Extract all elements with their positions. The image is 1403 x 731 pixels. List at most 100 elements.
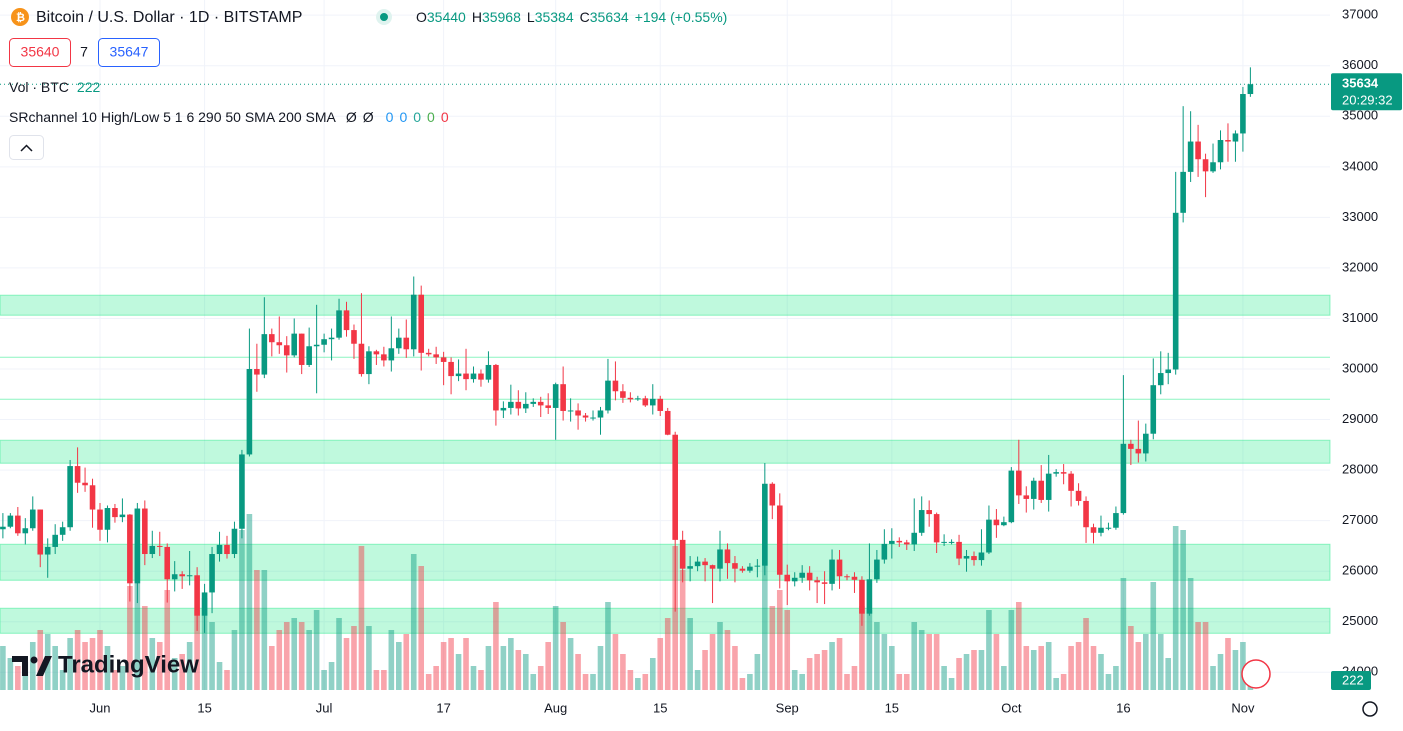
indicator-value: 0 bbox=[386, 109, 394, 125]
candle-body bbox=[1016, 470, 1022, 496]
candle-body bbox=[918, 510, 925, 533]
candle-body bbox=[381, 354, 387, 361]
candle-body bbox=[0, 526, 6, 530]
price-axis: 2400025000260002700028000290003000031000… bbox=[0, 7, 1402, 690]
candle-body bbox=[1225, 140, 1231, 142]
volume-bar bbox=[1240, 642, 1246, 690]
settings-icon[interactable] bbox=[1362, 701, 1378, 717]
sr-zone bbox=[0, 543, 1331, 581]
sr-zone bbox=[0, 439, 1331, 464]
candle-body bbox=[15, 515, 21, 534]
flag-icon[interactable] bbox=[1241, 659, 1271, 689]
volume-bar bbox=[747, 674, 753, 690]
candle-body bbox=[142, 508, 148, 555]
volume-bar bbox=[440, 642, 447, 690]
logo-text: TradingView bbox=[58, 651, 199, 678]
candle-body bbox=[664, 410, 671, 435]
buy-button[interactable] bbox=[98, 38, 160, 67]
candle-body bbox=[866, 579, 873, 614]
volume-bar bbox=[694, 670, 701, 690]
volume-bar bbox=[1225, 638, 1231, 690]
volume-bar bbox=[889, 646, 895, 690]
volume-bar bbox=[194, 610, 200, 690]
candle-body bbox=[627, 397, 634, 400]
volume-bar bbox=[254, 570, 260, 690]
volume-bar bbox=[993, 634, 1000, 690]
logo-mark bbox=[12, 656, 28, 676]
volume-bar bbox=[971, 650, 977, 690]
volume-bar bbox=[702, 650, 708, 690]
candle-body bbox=[821, 582, 828, 584]
volume-bar bbox=[74, 630, 81, 690]
sell-button[interactable] bbox=[9, 38, 71, 67]
sr-zone bbox=[0, 607, 1331, 634]
volume-bar bbox=[1187, 578, 1194, 690]
volume-bar bbox=[15, 666, 21, 690]
volume-bar bbox=[1165, 658, 1172, 690]
volume-bar bbox=[328, 662, 335, 690]
x-tick-label: 15 bbox=[653, 700, 667, 715]
volume-bar bbox=[649, 658, 656, 690]
candle-body bbox=[806, 572, 813, 581]
candle-body bbox=[679, 539, 686, 569]
indicator-value: 0 bbox=[441, 109, 449, 125]
candle-body bbox=[971, 556, 977, 561]
volume-bar bbox=[612, 634, 619, 690]
indicator-value: 0 bbox=[427, 109, 435, 125]
candle-body bbox=[889, 540, 895, 544]
bid-price: 35640 bbox=[21, 44, 60, 60]
volume-bar bbox=[298, 622, 305, 690]
last-price-box bbox=[1331, 73, 1402, 111]
candle-body bbox=[829, 559, 835, 584]
volume-bar bbox=[582, 674, 589, 690]
candle-body bbox=[298, 333, 305, 365]
candle-body bbox=[687, 566, 693, 569]
volume-box bbox=[1331, 671, 1371, 690]
volume-bar bbox=[552, 606, 559, 690]
volume-pane bbox=[0, 510, 1254, 690]
y-tick-label: 29000 bbox=[1342, 411, 1378, 426]
volume-bar bbox=[1150, 582, 1157, 690]
volume-bar bbox=[283, 622, 290, 690]
volume-bar bbox=[276, 630, 283, 690]
candle-body bbox=[328, 337, 335, 340]
volume-bar bbox=[261, 570, 268, 690]
y-tick-label: 32000 bbox=[1342, 259, 1378, 274]
candle-body bbox=[231, 528, 238, 555]
candle-body bbox=[508, 401, 514, 408]
y-tick-label: 36000 bbox=[1342, 57, 1378, 72]
volume-bar bbox=[82, 642, 88, 690]
sr-zone bbox=[0, 294, 1331, 316]
x-tick-label: Sep bbox=[776, 700, 799, 715]
candle-body bbox=[89, 485, 96, 510]
candle-body bbox=[164, 546, 171, 580]
candle-body bbox=[933, 514, 940, 543]
candle-body bbox=[560, 384, 566, 411]
candle-body bbox=[403, 337, 410, 350]
indicator-value: 0 bbox=[413, 109, 421, 125]
candle-body bbox=[388, 348, 395, 361]
candle-body bbox=[500, 407, 507, 411]
volume-bar bbox=[433, 666, 439, 690]
candle-body bbox=[1075, 490, 1082, 501]
collapse-button[interactable] bbox=[9, 135, 44, 160]
countdown: 20:29:32 bbox=[1342, 93, 1393, 108]
candle-body bbox=[478, 373, 484, 380]
candle-body bbox=[59, 527, 66, 535]
volume-bar bbox=[142, 606, 148, 690]
y-tick-label: 28000 bbox=[1342, 462, 1378, 477]
candle-body bbox=[37, 509, 44, 555]
candle-body bbox=[672, 434, 678, 540]
volume-bar bbox=[687, 618, 693, 690]
candle-body bbox=[306, 346, 312, 365]
volume-bar bbox=[1180, 530, 1186, 690]
volume-bar bbox=[776, 590, 783, 690]
candle-body bbox=[612, 380, 619, 392]
volume-bar bbox=[769, 606, 776, 690]
volume-bar bbox=[508, 638, 514, 690]
volume-bar bbox=[799, 674, 805, 690]
candle-body bbox=[410, 294, 417, 350]
candle-body bbox=[186, 575, 193, 577]
volume-bar bbox=[963, 654, 970, 690]
